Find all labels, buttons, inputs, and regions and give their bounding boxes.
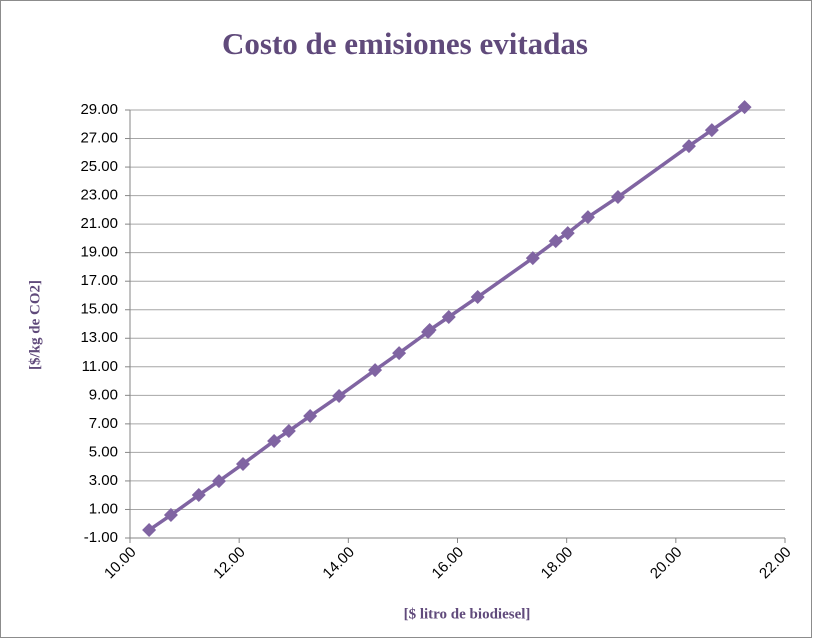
marker bbox=[560, 226, 575, 241]
y-tick-label: 23.00 bbox=[80, 187, 118, 204]
x-axis-title: [$ litro de biodiesel] bbox=[404, 606, 531, 622]
y-tick-label: 29.00 bbox=[80, 101, 118, 118]
y-tick-label: 21.00 bbox=[80, 215, 118, 232]
y-tick-label: 25.00 bbox=[80, 158, 118, 175]
marker bbox=[191, 488, 206, 503]
marker bbox=[441, 310, 456, 325]
marker bbox=[267, 433, 282, 448]
marker bbox=[470, 290, 485, 305]
marker bbox=[332, 389, 347, 404]
marker bbox=[392, 346, 407, 361]
marker bbox=[422, 322, 437, 337]
marker bbox=[737, 100, 752, 115]
y-tick-label: 3.00 bbox=[89, 472, 118, 489]
y-tick-label: 19.00 bbox=[80, 244, 118, 261]
y-tick-label: 9.00 bbox=[89, 386, 118, 403]
marker bbox=[704, 123, 719, 138]
marker bbox=[548, 234, 563, 249]
marker bbox=[281, 424, 296, 438]
marker bbox=[303, 409, 318, 424]
y-tick-label: 11.00 bbox=[82, 358, 118, 375]
y-axis-title: [$/kg de CO2] bbox=[27, 280, 43, 370]
marker bbox=[142, 523, 157, 538]
y-tick-label: -1.00 bbox=[84, 529, 118, 546]
marker bbox=[681, 139, 696, 154]
marker bbox=[610, 190, 625, 205]
chart-title: Costo de emisiones evitadas bbox=[222, 26, 588, 61]
y-tick-label: 27.00 bbox=[80, 130, 118, 147]
marker bbox=[163, 508, 178, 523]
marker bbox=[211, 474, 226, 489]
y-tick-label: 7.00 bbox=[89, 415, 118, 432]
marker bbox=[525, 251, 540, 266]
y-tick-label: 1.00 bbox=[89, 500, 118, 517]
y-tick-label: 17.00 bbox=[80, 272, 118, 289]
y-tick-label: 15.00 bbox=[80, 301, 118, 318]
y-tick-label: 5.00 bbox=[89, 443, 118, 460]
y-tick-label: 13.00 bbox=[80, 329, 118, 346]
marker bbox=[235, 456, 250, 471]
marker bbox=[368, 363, 383, 378]
marker bbox=[580, 210, 595, 225]
